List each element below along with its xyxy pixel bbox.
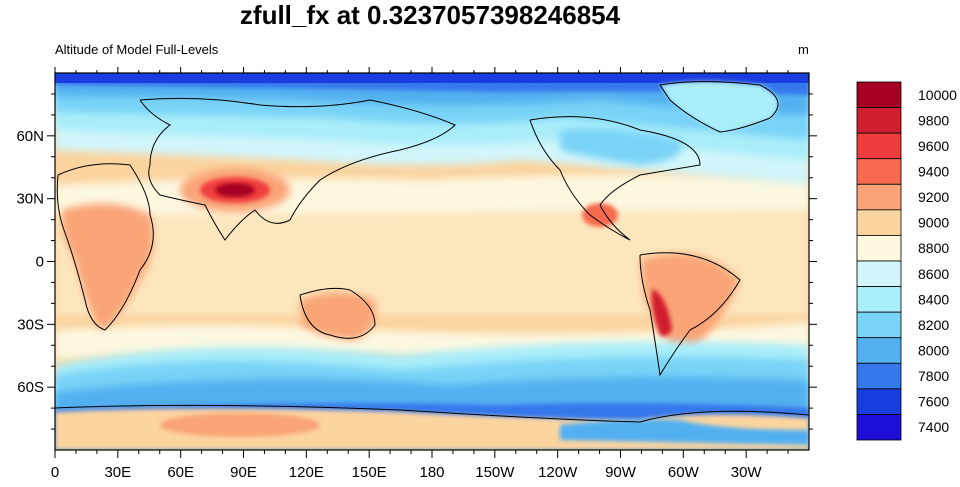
colorbar-box [856,337,902,364]
lat-tick-label: 0 [36,254,44,271]
lon-tick-label: 30W [731,464,763,481]
coastlines [55,81,809,423]
lon-tick-label: 90W [605,464,637,481]
lon-tick-label: 150E [352,464,387,481]
lon-tick-label: 150W [475,464,515,481]
colorbar-label: 9200 [918,189,949,205]
colorbar-box [856,362,902,390]
colorbar-label: 10000 [918,87,957,103]
field-long-name: Altitude of Model Full-Levels [55,42,219,57]
lon-tick-label: 90E [230,464,257,481]
colorbar-box [856,132,902,160]
colorbar-label: 8200 [918,317,949,333]
colorbar-label: 7800 [918,368,949,384]
colorbar-box [856,414,902,441]
contour-field [55,73,809,450]
lat-tick-label: 60N [16,128,44,145]
lat-tick-label: 60S [17,379,44,396]
colorbar-label: 8000 [918,343,949,359]
colorbar-box [856,235,902,262]
latitude-ticks: 60N 30N 0 30S 60S [16,93,817,430]
colorbar: 10000 9800 9600 9400 9200 9000 8800 8600 8400 820… [856,81,957,441]
colorbar-box [856,158,902,185]
colorbar-label: 9400 [918,164,949,180]
colorbar-label: 8800 [918,240,949,256]
colorbar-label: 7400 [918,419,949,435]
colorbar-box [856,260,902,287]
colorbar-label: 9000 [918,215,949,231]
colorbar-box [856,286,902,313]
colorbar-box [856,107,902,134]
colorbar-label: 9800 [918,112,949,128]
lon-tick-label: 60E [167,464,194,481]
lon-tick-label: 120W [538,464,578,481]
colorbar-box [856,209,902,236]
lon-tick-label: 180 [419,464,444,481]
colorbar-label: 7600 [918,394,949,410]
field-units: m [798,42,809,57]
longitude-ticks: 0 30E 60E 90E 120E 150E 180 150W 120W 90W 60W 30W [51,67,789,481]
colorbar-box [856,81,902,108]
lon-tick-label: 60W [668,464,700,481]
colorbar-box [856,311,902,339]
lat-tick-label: 30S [17,316,44,333]
colorbar-box [856,388,902,415]
figure-title: zfull_fx at 0.3237057398246854 [239,0,621,30]
colorbar-label: 8600 [918,266,949,282]
lon-tick-label: 0 [51,464,59,481]
colorbar-box [856,183,902,211]
lat-tick-label: 30N [16,191,44,208]
lon-tick-label: 120E [289,464,324,481]
lon-tick-label: 30E [104,464,131,481]
colorbar-label: 8400 [918,291,949,307]
colorbar-label: 9600 [918,138,949,154]
